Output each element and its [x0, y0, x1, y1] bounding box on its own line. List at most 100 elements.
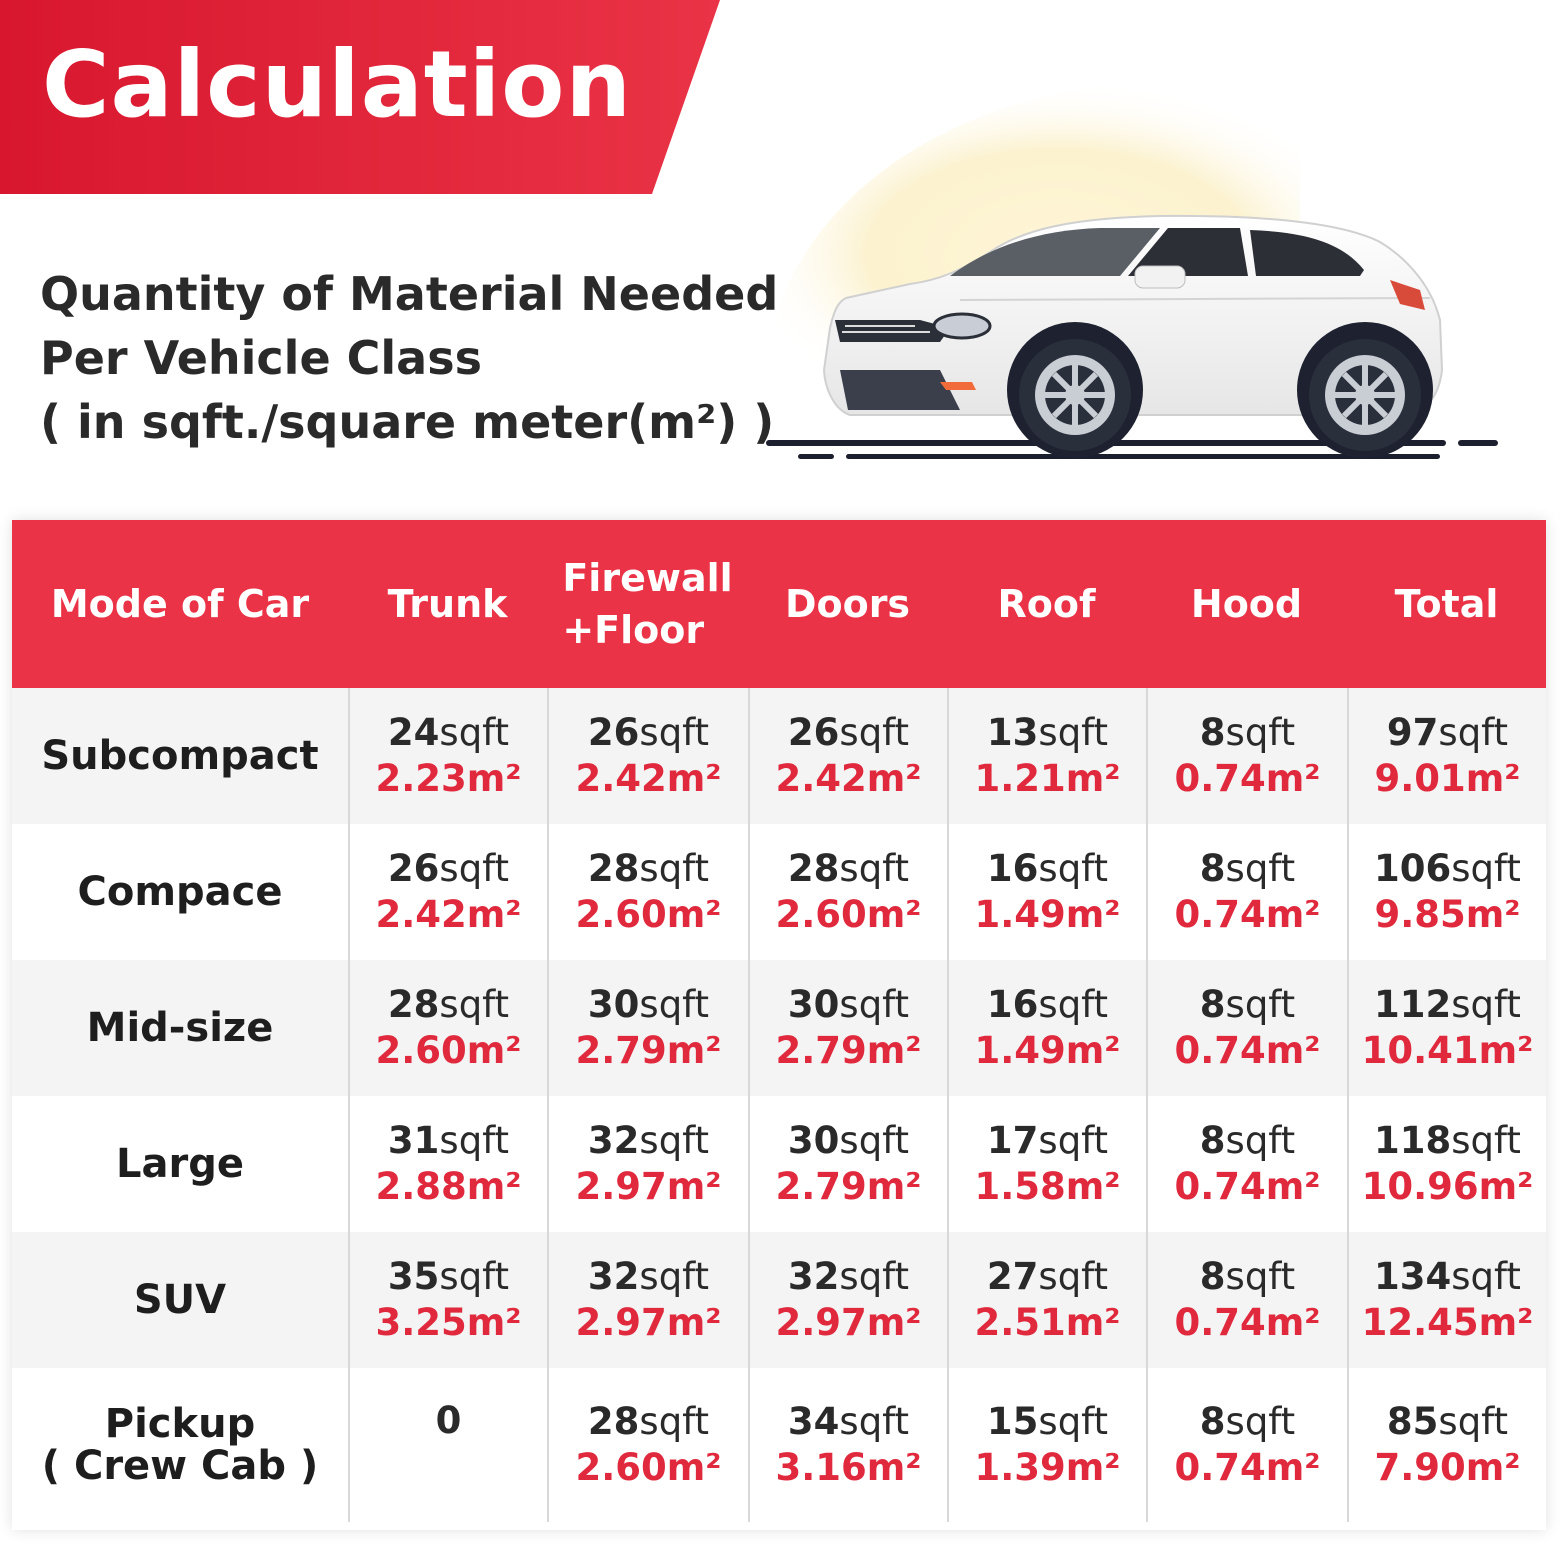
cell-sqft-number: 16 — [986, 983, 1039, 1026]
table-cell: 8sqft 0.74m² — [1146, 824, 1347, 960]
cell-sqft-unit: sqft — [439, 983, 510, 1026]
cell-sqft-unit: sqft — [1225, 711, 1296, 754]
cell-sqft: 85sqft — [1387, 1399, 1508, 1445]
cell-sqm: 2.42m² — [375, 893, 522, 936]
table-cell: 34sqft 3.16m² — [748, 1368, 947, 1522]
cell-sqft-number: 24 — [387, 711, 440, 754]
cell-sqm: 3.16m² — [775, 1446, 922, 1489]
cell-sqm: 1.49m² — [974, 893, 1121, 936]
table-cell: 85sqft 7.90m² — [1347, 1368, 1546, 1522]
cell-sqft: 8sqft — [1200, 982, 1295, 1028]
cell-sqm: 0.74m² — [1174, 757, 1321, 800]
cell-sqm: 0.74m² — [1174, 1029, 1321, 1072]
table-cell: 13sqft 1.21m² — [947, 688, 1146, 824]
row-label-cell: Compace — [12, 824, 348, 960]
cell-sqft-unit: sqft — [1038, 1400, 1109, 1443]
cell-sqm: 2.42m² — [575, 757, 722, 800]
cell-sqft-number: 8 — [1199, 1255, 1226, 1298]
table-cell: 15sqft 1.39m² — [947, 1368, 1146, 1522]
subtitle: Quantity of Material Needed Per Vehicle … — [40, 262, 778, 454]
cell-sqm: 12.45m² — [1361, 1301, 1534, 1344]
row-label: SUV — [133, 1277, 227, 1323]
cell-sqft-number: 28 — [787, 847, 840, 890]
cell-sqm: 2.60m² — [575, 893, 722, 936]
cell-sqm: 2.79m² — [775, 1029, 922, 1072]
cell-sqft: 32sqft — [788, 1254, 909, 1300]
header-hood: Hood — [1190, 582, 1303, 626]
table-cell: 28sqft 2.60m² — [348, 960, 547, 1096]
cell-sqft: 27sqft — [987, 1254, 1108, 1300]
cell-sqft: 28sqft — [588, 846, 709, 892]
cell-sqm: 2.97m² — [575, 1165, 722, 1208]
table-cell: 118sqft 10.96m² — [1347, 1096, 1546, 1232]
header-firewall: Firewall +Floor — [547, 520, 748, 688]
cell-sqft: 13sqft — [987, 710, 1108, 756]
cell-sqm: 2.60m² — [375, 1029, 522, 1072]
header-total: Total — [1394, 582, 1499, 626]
cell-sqft-number: 26 — [387, 847, 440, 890]
cell-sqft: 35sqft — [388, 1254, 509, 1300]
row-label-cell: Mid-size — [12, 960, 348, 1096]
cell-sqft-number: 28 — [587, 847, 640, 890]
table-cell: 32sqft 2.97m² — [547, 1096, 748, 1232]
row-label: Large — [116, 1141, 244, 1187]
cell-sqm: 2.97m² — [775, 1301, 922, 1344]
cell-sqft-unit: sqft — [1451, 1255, 1521, 1298]
cell-sqft-unit: sqft — [1438, 1400, 1509, 1443]
cell-sqft: 8sqft — [1200, 846, 1295, 892]
cell-sqft: 8sqft — [1200, 1118, 1295, 1164]
table-cell: 8sqft 0.74m² — [1146, 1368, 1347, 1522]
table-cell: 106sqft 9.85m² — [1347, 824, 1546, 960]
table-cell: 26sqft 2.42m² — [748, 688, 947, 824]
cell-sqm: 2.51m² — [974, 1301, 1121, 1344]
row-label-sub: ( Crew Cab ) — [41, 1443, 319, 1489]
cell-sqft: 118sqft — [1374, 1118, 1521, 1164]
header-trunk: Trunk — [387, 582, 508, 626]
cell-sqft: 28sqft — [788, 846, 909, 892]
cell-sqft-number: 13 — [986, 711, 1039, 754]
table-row: Large 31sqft 2.88m² 32sqft 2.97m² 30sqft 2.79m… — [12, 1096, 1546, 1232]
cell-sqft: 134sqft — [1374, 1254, 1521, 1300]
table-row: Mid-size 28sqft 2.60m² 30sqft 2.79m² 30sqft 2.… — [12, 960, 1546, 1096]
cell-sqft: 16sqft — [987, 846, 1108, 892]
cell-sqft-number: 8 — [1199, 1119, 1226, 1162]
cell-sqm: 2.60m² — [775, 893, 922, 936]
cell-sqm: 9.85m² — [1374, 893, 1521, 936]
subtitle-line-3: ( in sqft./square meter(m²) ) — [40, 395, 775, 449]
white-suv-car-icon — [740, 70, 1530, 470]
cell-sqm: 2.42m² — [775, 757, 922, 800]
cell-sqft: 17sqft — [987, 1118, 1108, 1164]
cell-sqft-number: 26 — [787, 711, 840, 754]
cell-sqft: 112sqft — [1374, 982, 1521, 1028]
cell-sqm: 0.74m² — [1174, 893, 1321, 936]
cell-sqft-unit: sqft — [1451, 847, 1521, 890]
cell-sqm: 1.49m² — [974, 1029, 1121, 1072]
cell-sqft-number: 34 — [787, 1400, 840, 1443]
cell-sqft: 15sqft — [987, 1399, 1108, 1445]
cell-sqm: 2.88m² — [375, 1165, 522, 1208]
table-row: Pickup( Crew Cab ) 0 28sqft 2.60m² 34sqft 3.1… — [12, 1368, 1546, 1522]
row-label: Mid-size — [86, 1005, 274, 1051]
table-cell: 30sqft 2.79m² — [748, 1096, 947, 1232]
cell-sqm: 2.79m² — [775, 1165, 922, 1208]
cell-value: 0 — [435, 1399, 462, 1442]
table-cell: 30sqft 2.79m² — [547, 960, 748, 1096]
cell-sqm: 1.58m² — [974, 1165, 1121, 1208]
table-cell: 17sqft 1.58m² — [947, 1096, 1146, 1232]
table-cell: 112sqft 10.41m² — [1347, 960, 1546, 1096]
subtitle-line-1: Quantity of Material Needed — [40, 267, 779, 321]
table-cell: 16sqft 1.49m² — [947, 824, 1146, 960]
cell-sqft-unit: sqft — [1038, 1119, 1109, 1162]
cell-sqft-unit: sqft — [639, 847, 710, 890]
cell-sqm: 3.25m² — [375, 1301, 522, 1344]
cell-sqft-unit: sqft — [839, 1255, 910, 1298]
cell-sqft-unit: sqft — [1438, 711, 1509, 754]
cell-sqft: 24sqft — [388, 710, 509, 756]
cell-sqft: 8sqft — [1200, 710, 1295, 756]
cell-sqft-unit: sqft — [439, 1119, 510, 1162]
cell-sqft-number: 28 — [587, 1400, 640, 1443]
row-label: Pickup — [104, 1401, 256, 1447]
table-cell: 28sqft 2.60m² — [547, 824, 748, 960]
cell-sqft-unit: sqft — [839, 983, 910, 1026]
row-label: Compace — [77, 869, 283, 915]
